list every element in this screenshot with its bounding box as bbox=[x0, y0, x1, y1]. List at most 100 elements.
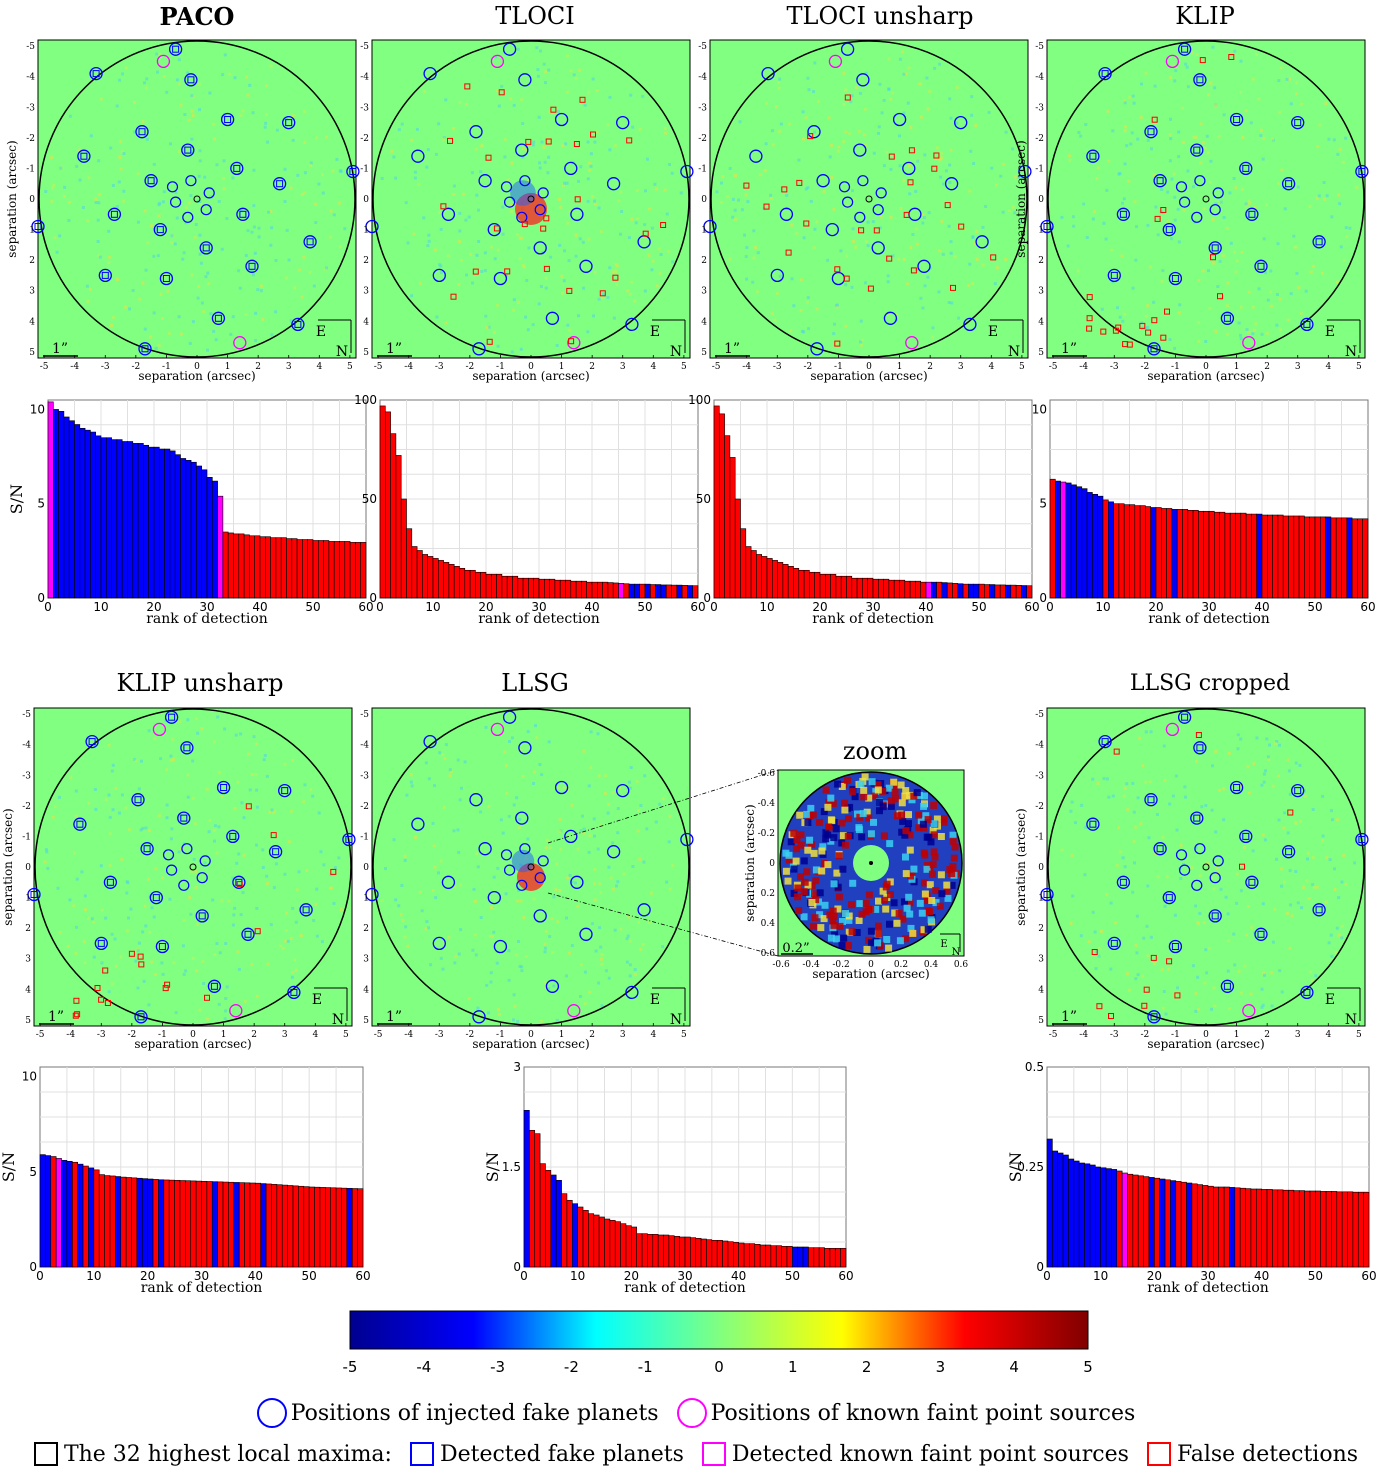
chart-bar bbox=[217, 495, 224, 599]
map-speckle bbox=[437, 122, 441, 126]
map-speckle bbox=[170, 234, 174, 238]
fake-planet-marker bbox=[1208, 241, 1222, 255]
map-speckle bbox=[266, 962, 270, 966]
map-speckle bbox=[1149, 806, 1153, 810]
zoom-speckle bbox=[926, 881, 934, 889]
map-speckle bbox=[111, 184, 115, 187]
chart-x-tick-label: 10 bbox=[93, 600, 108, 614]
map-speckle bbox=[261, 866, 265, 869]
map-speckle bbox=[1286, 831, 1290, 835]
map-speckle bbox=[233, 807, 237, 811]
map-speckle bbox=[115, 104, 119, 108]
map-y-tick-label: 1 bbox=[1038, 226, 1044, 236]
false-detection-square bbox=[1150, 954, 1157, 961]
chart-bar bbox=[1026, 585, 1033, 599]
map-x-tick-label: 3 bbox=[1295, 362, 1301, 372]
chart-bar bbox=[152, 1179, 159, 1268]
chart-bar bbox=[792, 1246, 799, 1268]
map-speckle bbox=[495, 961, 499, 965]
map-x-axis-label: separation (arcsec) bbox=[1147, 369, 1264, 383]
detection-square bbox=[1257, 930, 1265, 938]
map-speckle bbox=[948, 181, 952, 184]
map-x-tick-label: 1 bbox=[559, 1030, 565, 1040]
fake-planet-marker bbox=[579, 259, 593, 273]
map-speckle bbox=[265, 774, 269, 778]
fake-planet-marker bbox=[545, 979, 560, 993]
map-speckle bbox=[1244, 202, 1248, 206]
colorbar-tick-label: -5 bbox=[343, 1358, 358, 1376]
map-speckle bbox=[1270, 304, 1274, 308]
map-speckle bbox=[268, 810, 272, 814]
map-speckle bbox=[547, 68, 551, 72]
map-speckle bbox=[1100, 307, 1104, 311]
map-speckle bbox=[844, 88, 848, 92]
map-speckle bbox=[302, 800, 306, 804]
map-speckle bbox=[264, 121, 268, 125]
map-speckle bbox=[201, 960, 205, 964]
compass-n-label: N bbox=[1345, 1012, 1357, 1028]
map-speckle bbox=[628, 939, 632, 943]
map-speckle bbox=[97, 201, 101, 205]
chart-bar bbox=[538, 578, 545, 599]
map-speckle bbox=[1255, 53, 1259, 57]
map-speckle bbox=[1270, 137, 1274, 141]
map-speckle bbox=[608, 148, 612, 152]
chart-bar bbox=[132, 443, 139, 599]
map-speckle bbox=[1270, 1004, 1274, 1008]
zoom-speckle bbox=[948, 870, 956, 877]
chart-x-tick-label: 60 bbox=[355, 1269, 370, 1283]
map-speckle bbox=[1262, 136, 1266, 140]
map-speckle bbox=[49, 156, 53, 160]
chart-bar bbox=[1186, 1182, 1193, 1268]
map-speckle bbox=[1226, 312, 1230, 316]
false-detection-square bbox=[873, 227, 880, 234]
false-detection-square bbox=[472, 268, 479, 275]
map-speckle bbox=[96, 218, 100, 222]
panel-title-tloci-unsharp: TLOCI unsharp bbox=[786, 2, 974, 30]
map-speckle bbox=[1252, 762, 1256, 766]
map-speckle bbox=[1141, 764, 1145, 768]
chart-bar bbox=[738, 1242, 745, 1268]
map-y-tick-label: 0 bbox=[29, 195, 35, 205]
chart-bar bbox=[196, 465, 202, 599]
map-speckle bbox=[1315, 196, 1319, 200]
map-speckle bbox=[589, 152, 593, 156]
map-speckle bbox=[179, 332, 183, 336]
zoom-speckle bbox=[797, 841, 805, 849]
map-speckle bbox=[885, 150, 889, 154]
map-speckle bbox=[427, 239, 431, 243]
chart-bar bbox=[700, 1238, 707, 1268]
false-detection-square bbox=[1096, 1003, 1103, 1010]
chart-y-tick-label: 5 bbox=[1039, 497, 1047, 511]
chart-bar bbox=[312, 540, 319, 599]
map-speckle bbox=[538, 166, 542, 170]
map-speckle bbox=[1234, 186, 1238, 190]
map-speckle bbox=[1204, 340, 1208, 343]
false-detection-square bbox=[944, 202, 951, 209]
compass-e-label: E bbox=[312, 992, 322, 1008]
map-speckle bbox=[265, 882, 269, 885]
map-speckle bbox=[1245, 933, 1248, 937]
map-speckle bbox=[1289, 102, 1293, 106]
map-speckle bbox=[128, 828, 131, 832]
map-speckle bbox=[1173, 346, 1177, 350]
fake-planet-marker bbox=[1281, 845, 1296, 859]
map-speckle bbox=[580, 963, 584, 967]
fake-planet-marker bbox=[761, 66, 775, 81]
map-speckle bbox=[1342, 259, 1346, 263]
map-speckle bbox=[1234, 270, 1238, 274]
chart-bar bbox=[808, 1247, 815, 1268]
chart-y-tick-label: 0 bbox=[37, 591, 45, 605]
map-speckle bbox=[1260, 987, 1264, 991]
map-speckle bbox=[1197, 278, 1201, 282]
zoom-speckle bbox=[895, 909, 903, 917]
chart-bar bbox=[649, 584, 656, 599]
map-speckle bbox=[107, 255, 111, 259]
chart-bar bbox=[228, 1181, 235, 1268]
chart-bar bbox=[98, 1174, 105, 1268]
map-speckle bbox=[1228, 191, 1232, 195]
fake-planet-marker bbox=[1190, 143, 1204, 157]
chart-bar bbox=[1121, 1172, 1128, 1268]
chart-bar bbox=[335, 1187, 342, 1268]
chart-bar bbox=[238, 533, 245, 599]
